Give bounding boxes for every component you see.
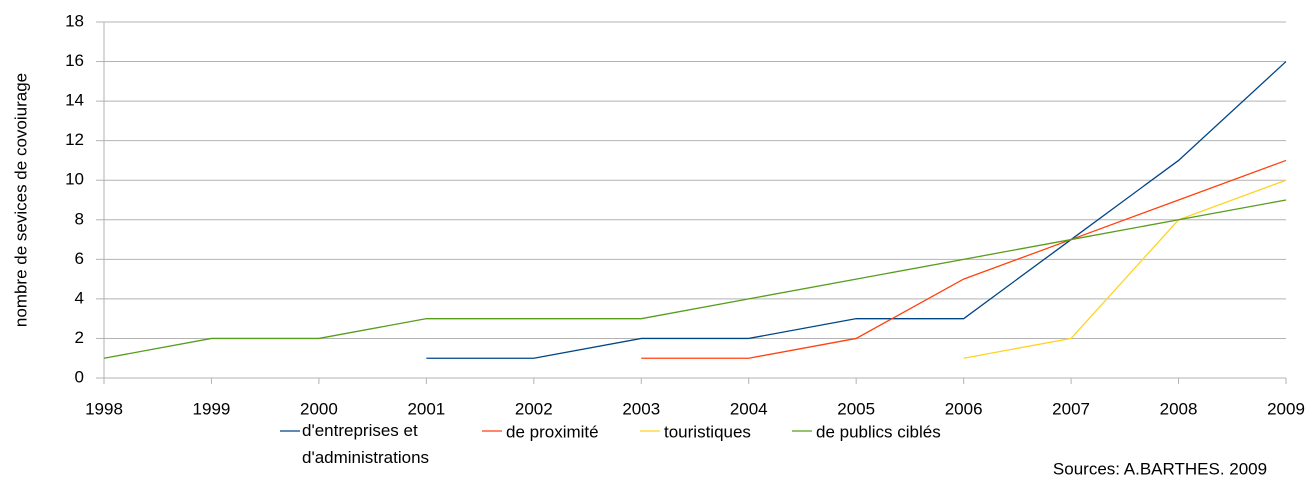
x-tick-label: 2002 [515, 399, 553, 418]
y-tick-label: 6 [75, 249, 84, 268]
x-tick-label: 1998 [85, 399, 123, 418]
y-tick-label: 10 [65, 170, 84, 189]
legend-label: de publics ciblés [816, 422, 941, 441]
x-tick-label: 2004 [730, 399, 768, 418]
legend-label: d'entreprises et d'administrations [302, 421, 430, 467]
legend-label: de proximité [506, 422, 599, 441]
source-note: Sources: A.BARTHES. 2009 [1053, 459, 1267, 478]
x-tick-label: 2005 [837, 399, 875, 418]
y-tick-label: 4 [75, 288, 84, 307]
x-tick-label: 2001 [407, 399, 445, 418]
y-tick-label: 0 [75, 367, 84, 386]
x-tick-label: 1999 [193, 399, 231, 418]
series-line [426, 61, 1287, 359]
x-tick-label: 2008 [1160, 399, 1198, 418]
y-tick-label: 2 [75, 328, 84, 347]
y-tick-label: 16 [65, 51, 84, 70]
y-tick-label: 8 [75, 209, 84, 228]
x-tick-label: 2003 [622, 399, 660, 418]
x-tick-label: 2007 [1052, 399, 1090, 418]
series-line [963, 179, 1287, 359]
y-axis-label: nombre de sevices de covoiurage [11, 73, 30, 327]
y-tick-label: 18 [65, 11, 84, 30]
legend-item: d'entreprises et d'administrations [302, 421, 430, 467]
y-tick-label: 14 [65, 91, 84, 110]
series-line [641, 159, 1287, 359]
x-tick-label: 2006 [945, 399, 983, 418]
legend-label: touristiques [664, 422, 751, 441]
x-tick-label: 2009 [1267, 399, 1305, 418]
x-tick-label: 2000 [300, 399, 338, 418]
y-tick-label: 12 [65, 130, 84, 149]
series-line [103, 199, 1287, 359]
